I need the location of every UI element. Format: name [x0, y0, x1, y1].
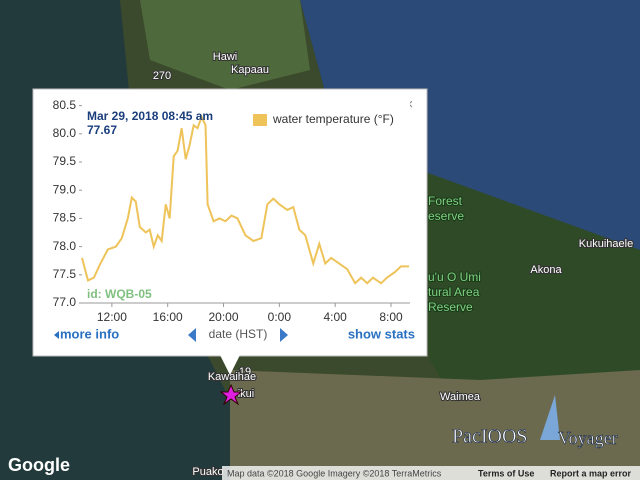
- more-info-link[interactable]: more info: [60, 326, 119, 341]
- tooltip-date: Mar 29, 2018 08:45 am: [87, 109, 213, 123]
- park-label: eserve: [428, 209, 464, 223]
- legend-label: water temperature (°F): [272, 112, 394, 126]
- arrow-icon: [54, 331, 59, 339]
- next-button[interactable]: [280, 328, 288, 342]
- data-line: [81, 114, 410, 285]
- place-label: Waimea: [440, 391, 481, 403]
- y-tick-label: 80.0: [53, 126, 77, 140]
- y-tick-label: 79.0: [53, 182, 77, 196]
- road-label: 19: [239, 366, 251, 378]
- x-tick-label: 0:00: [268, 310, 292, 324]
- x-tick-label: 20:00: [209, 310, 239, 324]
- y-tick-label: 78.0: [53, 239, 77, 253]
- tooltip-value: 77.67: [87, 123, 117, 137]
- y-tick-label: 78.5: [53, 211, 77, 225]
- x-tick-label: 16:00: [153, 310, 183, 324]
- place-label: Akona: [530, 264, 562, 276]
- park-label: Forest: [428, 194, 463, 208]
- logo-text: Voyager: [558, 428, 618, 448]
- place-label: Kawaihae: [208, 371, 256, 383]
- y-tick-label: 80.5: [53, 98, 77, 112]
- park-label: tural Area: [428, 285, 480, 299]
- place-label: Puako: [192, 466, 223, 478]
- x-tick-label: 12:00: [97, 310, 127, 324]
- y-tick-label: 77.5: [53, 267, 77, 281]
- park-label: u'u O Umi: [428, 270, 481, 284]
- north-land: [140, 0, 310, 90]
- show-stats-link[interactable]: show stats: [348, 326, 415, 341]
- plain: [230, 370, 640, 480]
- popup-pointer: [220, 355, 240, 375]
- y-tick-label: 77.0: [53, 295, 77, 309]
- road-label: 270: [153, 70, 171, 82]
- report-link[interactable]: Report a map error: [550, 468, 632, 478]
- x-tick-label: 4:00: [324, 310, 348, 324]
- terms-link[interactable]: Terms of Use: [478, 468, 534, 478]
- y-tick-label: 79.5: [53, 154, 77, 168]
- x-tick-label: 8:00: [379, 310, 403, 324]
- station-marker[interactable]: [219, 383, 243, 406]
- place-label: ikui: [238, 388, 255, 400]
- prev-button[interactable]: [188, 328, 196, 342]
- attribution-bar: [222, 466, 640, 480]
- logo-sail: [540, 395, 560, 440]
- legend-swatch: [253, 114, 267, 126]
- park-label: Reserve: [428, 300, 473, 314]
- x-axis-label: date (HST): [209, 327, 268, 341]
- google-logo: Google: [8, 455, 70, 475]
- station-id: id: WQB-05: [87, 287, 152, 301]
- place-label: Kapaau: [231, 64, 269, 76]
- logo-text: PacIOOS: [452, 426, 528, 448]
- attribution: Map data ©2018 Google Imagery ©2018 Terr…: [227, 468, 442, 478]
- channel: [300, 0, 640, 250]
- place-label: Hawi: [213, 51, 237, 63]
- place-label: Kukuihaele: [579, 238, 633, 250]
